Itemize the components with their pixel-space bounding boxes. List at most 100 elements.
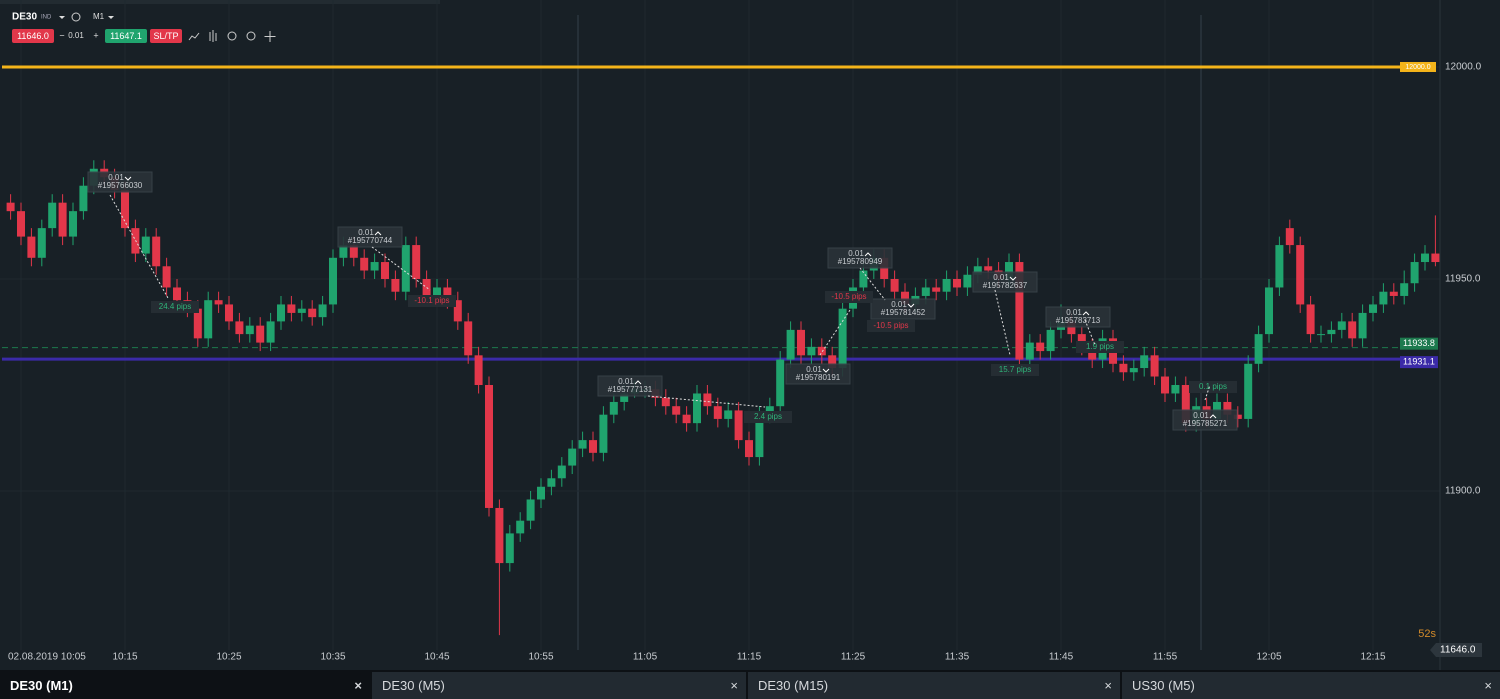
trade-lots[interactable]: 0.01: [108, 173, 124, 182]
symbol-badge: IND: [41, 15, 52, 21]
candle-body: [422, 278, 431, 296]
sell-price[interactable]: 11646.0: [17, 31, 49, 41]
candle-body: [1358, 312, 1367, 339]
trade-lots[interactable]: 0.01: [358, 228, 374, 237]
candle-tool[interactable]: [209, 30, 217, 42]
trade-lots[interactable]: 0.01: [1193, 411, 1209, 420]
zoom-in[interactable]: [246, 31, 256, 41]
candle-body: [308, 308, 317, 318]
timeframe[interactable]: M1: [93, 12, 105, 21]
candle-body: [526, 499, 535, 521]
candle-body: [1025, 342, 1034, 360]
candle-body: [682, 414, 691, 424]
trade-box: [87, 171, 153, 193]
dropdown-arrow[interactable]: [108, 16, 114, 19]
candle-body: [1296, 245, 1305, 305]
candle-body: [1046, 329, 1055, 352]
y-tick-label: 12000.0: [1445, 62, 1482, 73]
x-tick-label: 12:05: [1256, 652, 1281, 663]
crosshair-tool[interactable]: [264, 31, 276, 42]
tab-label[interactable]: DE30 (M15): [758, 678, 829, 693]
trade-arrow[interactable]: [1082, 311, 1090, 316]
dropdown-arrow[interactable]: [59, 16, 65, 19]
pips-box: [1189, 381, 1237, 393]
candle-body: [661, 397, 670, 407]
buy-button[interactable]: [105, 29, 147, 43]
level-tag: [1400, 337, 1438, 350]
candle-body: [1161, 376, 1169, 394]
candle-body: [266, 321, 275, 343]
tab[interactable]: DE30 (M1) ×: [0, 672, 370, 699]
zoom-out[interactable]: [227, 31, 237, 41]
line-tool[interactable]: [188, 32, 200, 41]
trade-arrow[interactable]: [634, 380, 642, 385]
candle-body: [953, 278, 961, 288]
trade-lots[interactable]: 0.01: [1066, 308, 1082, 317]
pips-box: [744, 411, 792, 423]
tab[interactable]: DE30 (M5) ×: [372, 672, 746, 699]
candle-body: [1150, 355, 1159, 377]
candle-body: [370, 262, 379, 271]
pips-label: 24.4 pips: [159, 302, 191, 311]
candle-body: [1036, 342, 1045, 352]
tab-label[interactable]: DE30 (M5): [382, 678, 445, 693]
sltp-button[interactable]: [150, 29, 182, 43]
tab[interactable]: DE30 (M15) ×: [748, 672, 1120, 699]
candle-body: [1275, 245, 1284, 288]
chart-background: [0, 0, 1500, 670]
trade-arrow[interactable]: [1009, 276, 1017, 281]
buy-price[interactable]: 11647.1: [110, 31, 142, 41]
trade-arrow[interactable]: [907, 303, 915, 308]
plus-button[interactable]: +: [93, 30, 98, 40]
pips-box: [408, 295, 456, 307]
tab-close[interactable]: ×: [730, 678, 738, 693]
pips-label: -10.5 pips: [873, 321, 908, 330]
price-box: [1436, 643, 1482, 657]
info-icon[interactable]: [71, 12, 81, 22]
x-tick-label: 10:35: [320, 652, 345, 663]
trade-arrow[interactable]: [822, 368, 830, 373]
level-tag-label: 11931.1: [1403, 357, 1435, 367]
trade-arrow[interactable]: [124, 176, 132, 181]
tab-close[interactable]: ×: [1484, 678, 1492, 693]
candle-body: [391, 278, 400, 292]
sltp-label[interactable]: SL/TP: [153, 31, 178, 41]
trade-id: #195785271: [1183, 419, 1228, 428]
candle-body: [1431, 253, 1440, 263]
tab-close[interactable]: ×: [1104, 678, 1112, 693]
trade-arrow[interactable]: [864, 252, 872, 257]
trade-lots[interactable]: 0.01: [993, 273, 1009, 282]
candle-body: [765, 406, 774, 415]
trade-lots[interactable]: 0.01: [891, 300, 907, 309]
candle-body: [277, 304, 285, 322]
pips-label: 0.1 pips: [1199, 382, 1227, 391]
x-tick-label: 02.08.2019 10:05: [8, 652, 86, 663]
tab-close[interactable]: ×: [354, 678, 362, 693]
candle-body: [1067, 321, 1076, 335]
sell-button[interactable]: [12, 29, 54, 43]
trade-arrow[interactable]: [1209, 414, 1217, 419]
candle-body: [589, 440, 597, 453]
tab-label[interactable]: DE30 (M1): [10, 678, 73, 693]
candle-body: [1265, 287, 1273, 335]
candle-body: [568, 448, 577, 466]
candle-body: [318, 304, 327, 318]
x-tick-label: 11:05: [633, 652, 658, 663]
tab[interactable]: US30 (M5) ×: [1122, 672, 1500, 699]
lot-size[interactable]: 0.01: [68, 31, 84, 40]
trade-lots[interactable]: 0.01: [848, 249, 864, 258]
tab-label[interactable]: US30 (M5): [1132, 678, 1195, 693]
candle-body: [162, 266, 171, 288]
trade-id: #195781452: [881, 308, 926, 317]
trade-lots[interactable]: 0.01: [618, 377, 634, 386]
trade-lots[interactable]: 0.01: [806, 365, 822, 374]
pips-box: [151, 301, 199, 313]
candle-body: [1254, 334, 1263, 364]
candle-body: [755, 414, 764, 458]
trade-arrow[interactable]: [374, 231, 382, 236]
symbol[interactable]: DE30: [12, 12, 37, 23]
minus-button[interactable]: −: [59, 30, 64, 40]
candle-body: [453, 300, 462, 322]
